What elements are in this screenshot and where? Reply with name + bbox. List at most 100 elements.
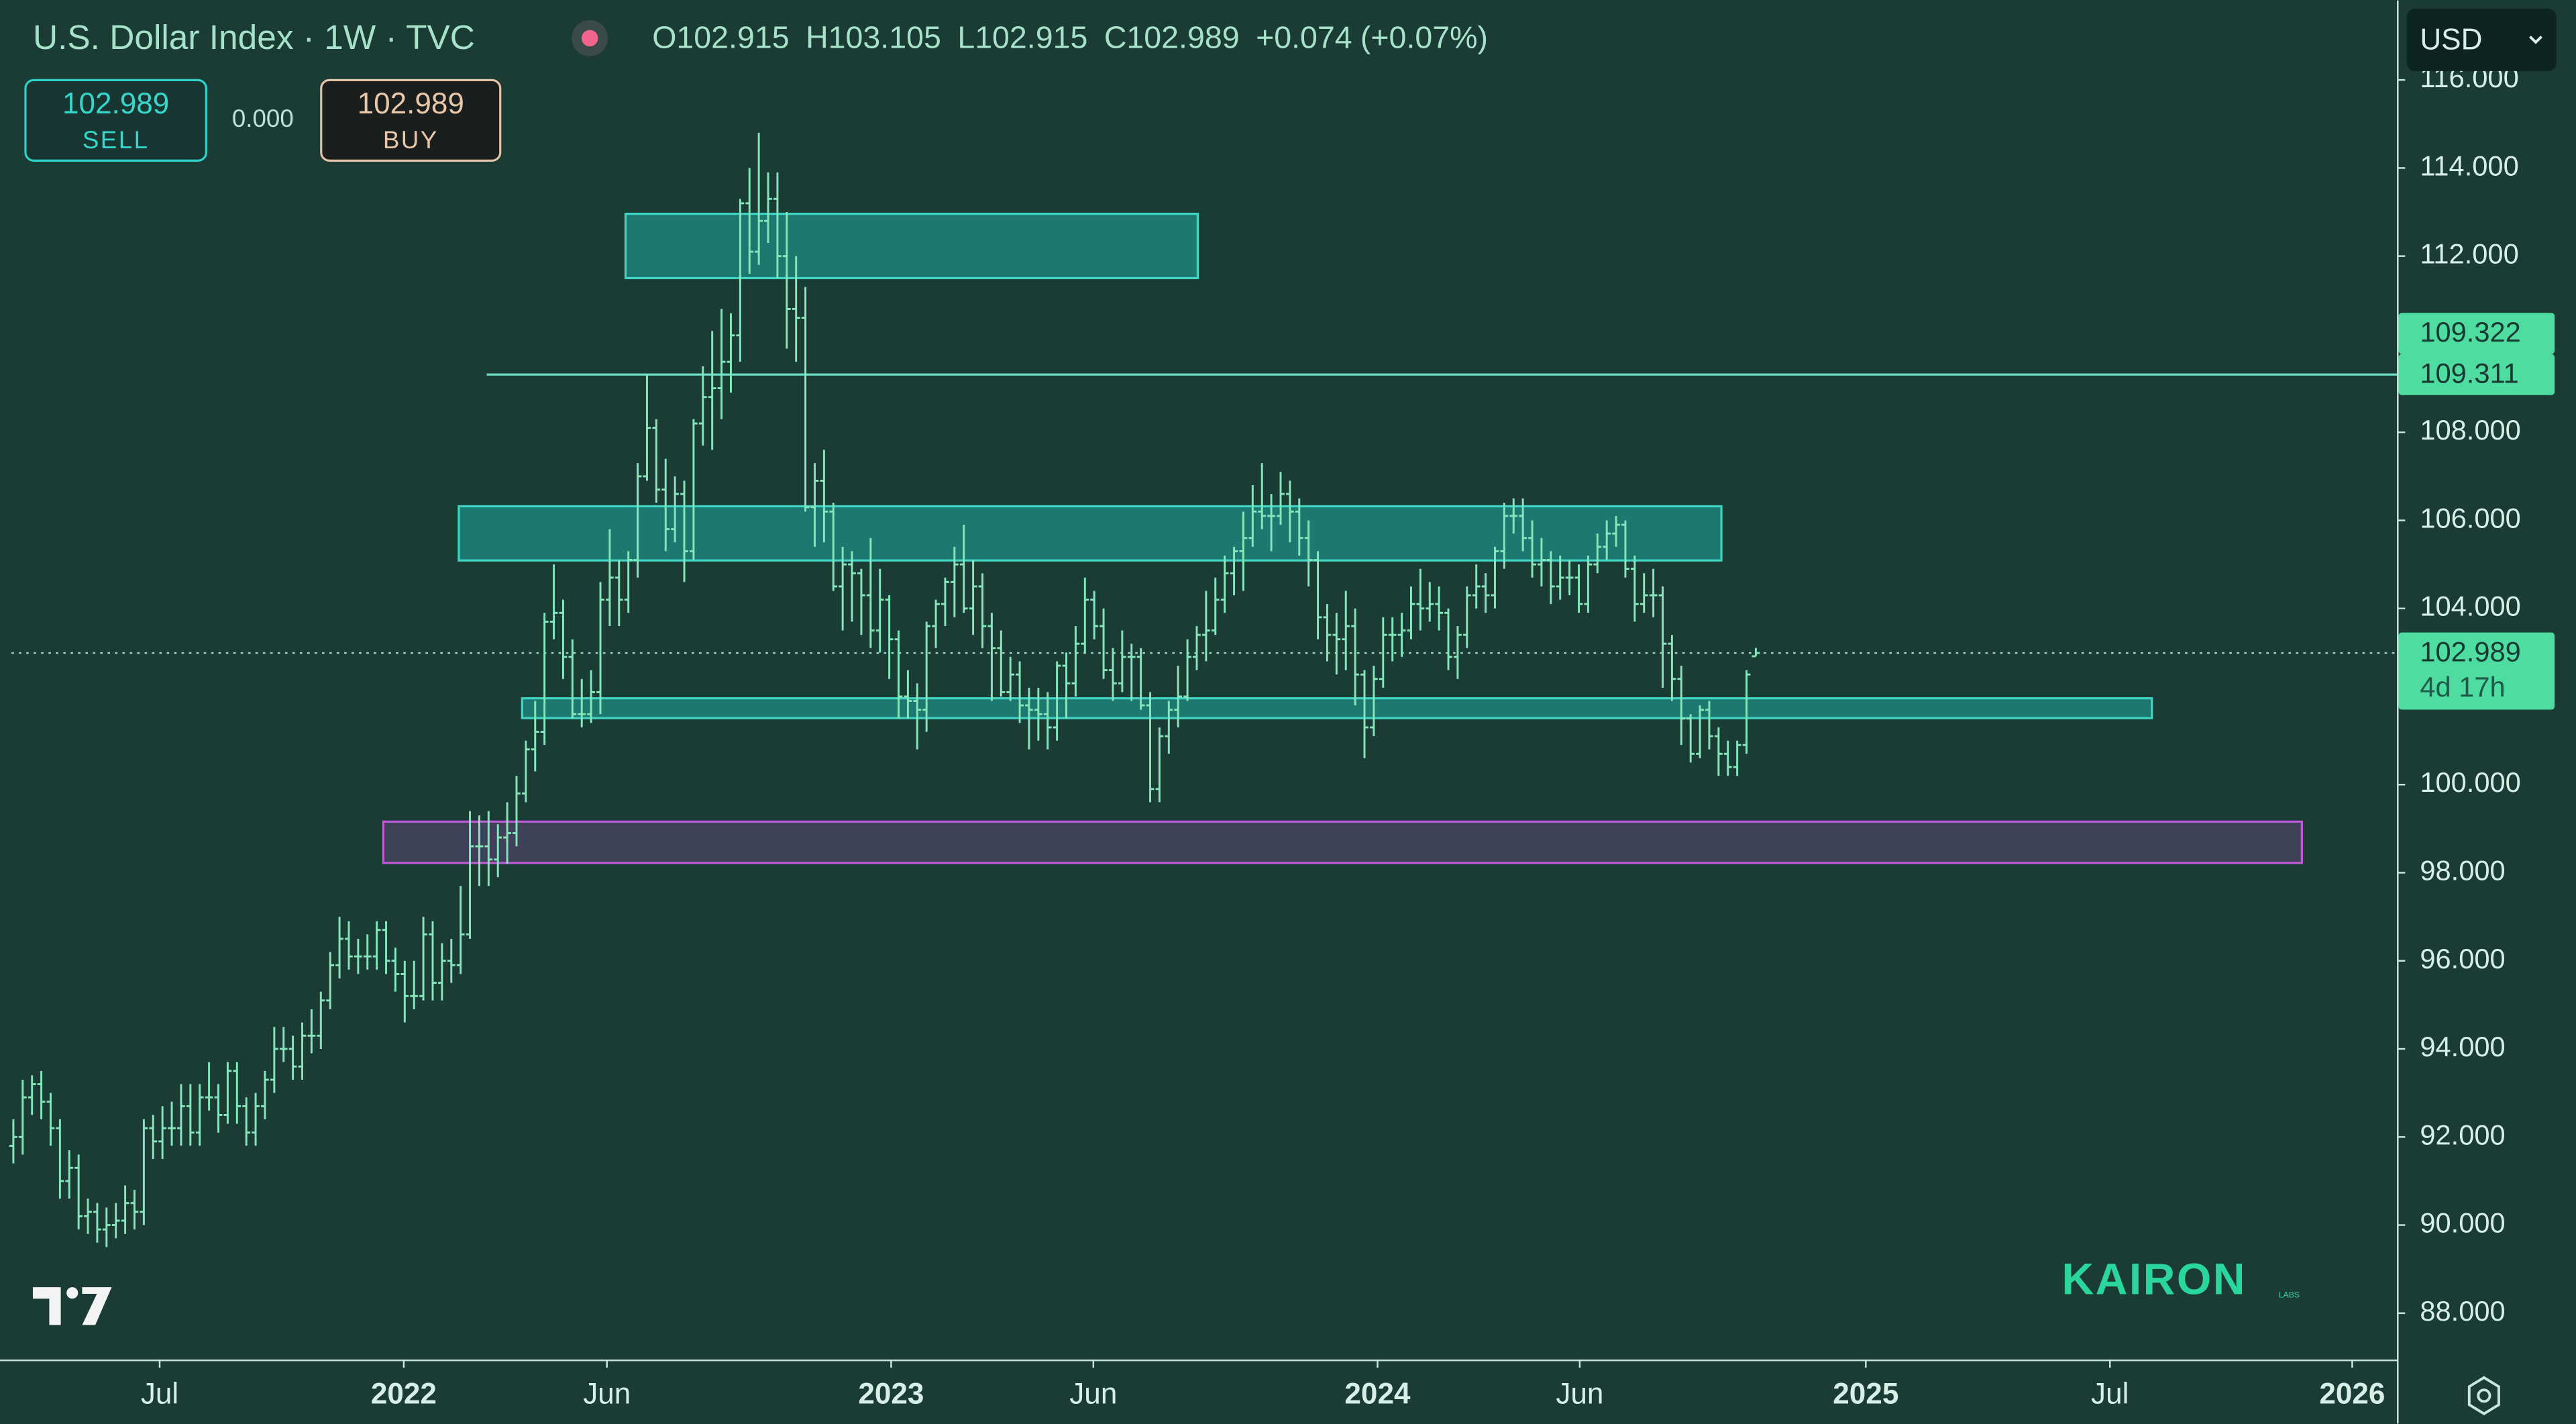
ohlc-bar (1118, 630, 1126, 693)
ohlc-bar (317, 991, 325, 1050)
ohlc-bar (1397, 613, 1406, 657)
ohlc-bar (1230, 546, 1238, 596)
legend-key: O (652, 20, 676, 55)
ohlc-bar (698, 366, 707, 446)
ohlc-bar (1258, 463, 1267, 529)
ohlc-bar (437, 943, 446, 1001)
ohlc-bar (801, 287, 810, 512)
ohlc-bar (1658, 586, 1667, 688)
ohlc-bar (214, 1084, 223, 1133)
ohlc-bar (447, 938, 455, 983)
ohlc-bar (932, 599, 940, 648)
price-badge-label: 109.311 (2420, 357, 2518, 389)
ohlc-bar (997, 630, 1006, 697)
settings-center (2477, 1388, 2491, 1403)
ohlc-bar (1621, 520, 1629, 578)
ohlc-bar (46, 1092, 55, 1146)
ohlc-bar (950, 546, 959, 617)
ohlc-bar (140, 1119, 148, 1225)
ohlc-bar (1081, 577, 1089, 653)
price-badge-label: 109.322 (2420, 316, 2520, 348)
ohlc-bar (121, 1185, 129, 1234)
countdown-label: 4d 17h (2420, 671, 2505, 703)
ohlc-bar (1649, 568, 1658, 617)
y-tick-label: 98.000 (2420, 855, 2505, 886)
ohlc-bar (1202, 591, 1210, 662)
ohlc-bar (1714, 727, 1723, 776)
ohlc-bar (37, 1070, 46, 1120)
ohlc-bar (1136, 648, 1145, 710)
legend-key: H (806, 20, 828, 55)
overlay: U.S. Dollar Index · 1W · TVC O102.915 H10… (24, 8, 2557, 1416)
currency-select[interactable] (2406, 8, 2557, 71)
ohlc-bar (1723, 740, 1732, 776)
ohlc-bar (531, 701, 539, 772)
ohlc-bar (149, 1115, 158, 1160)
ohlc-bar (922, 621, 931, 732)
ohlc-bar (1053, 661, 1061, 741)
ohlc-bar (1584, 555, 1593, 613)
chevron-icon (2529, 36, 2542, 44)
ohlc-bar (186, 1084, 195, 1146)
ohlc-bar (1277, 472, 1285, 525)
ohlc-bar (866, 538, 875, 648)
ohlc-bar (1538, 538, 1546, 587)
ohlc-bar (1211, 577, 1220, 635)
ohlc-bar (587, 670, 595, 723)
buy-button[interactable] (320, 79, 502, 162)
watermark-sub: LABS (2279, 1290, 2300, 1300)
ohlc-bar (429, 921, 437, 1001)
y-tick-label: 114.000 (2420, 150, 2518, 181)
ohlc-bar (456, 886, 465, 974)
ohlc-bar (1220, 555, 1229, 613)
ohlc-bar (1574, 564, 1583, 613)
logo-part (82, 1287, 112, 1325)
ohlc-bar (363, 934, 372, 970)
ohlc-bar (466, 811, 474, 939)
price-badge (2398, 313, 2555, 354)
ohlc-bar (307, 1009, 316, 1054)
settings-icon[interactable] (2467, 1376, 2500, 1416)
ohlc-bar (624, 551, 633, 613)
legend-key: C (1104, 20, 1127, 55)
ohlc-bar (1370, 666, 1378, 737)
legend-value: 102.915 (676, 20, 789, 55)
ohlc-bar (242, 1097, 251, 1146)
ohlc-bar (568, 639, 577, 719)
ohlc-bar (475, 815, 484, 886)
buy-price: 102.989 (358, 87, 464, 120)
sell-label: SELL (83, 126, 150, 154)
sell-button[interactable] (24, 79, 207, 162)
ohlc-bar (1071, 625, 1080, 697)
ohlc-bar (28, 1075, 36, 1115)
ohlc-bar (1267, 494, 1275, 552)
ohlc-bar (1099, 608, 1108, 679)
ohlc-bar (1109, 648, 1117, 701)
ohlc-bar (596, 582, 604, 715)
ohlc-bar (540, 613, 549, 746)
logo-part (32, 1287, 61, 1325)
ohlc-bar (941, 577, 949, 626)
ohlc-bar (1286, 480, 1294, 543)
ohlc-bar (252, 1092, 260, 1146)
price-badge (2398, 632, 2555, 710)
ohlc-bar (1043, 692, 1052, 750)
ohlc-bar (1612, 515, 1620, 547)
ohlc-bar (1491, 546, 1499, 609)
ohlc-bar (1481, 573, 1490, 613)
ohlc-bar (1519, 498, 1527, 552)
legend-key: L (957, 20, 975, 55)
y-tick-label: 96.000 (2420, 943, 2505, 974)
ohlc-bar (1742, 670, 1751, 754)
ohlc-bar (1239, 511, 1248, 591)
ohlc-bar (177, 1084, 185, 1146)
ohlc-bar (1407, 586, 1415, 640)
ohlc-bar (1416, 568, 1425, 631)
ohlc-bar (494, 824, 502, 878)
ohlc-bar (1546, 551, 1555, 605)
y-tick-label: 90.000 (2420, 1207, 2505, 1239)
ohlc-bar (288, 1035, 297, 1080)
ohlc-bar (1509, 498, 1518, 534)
ohlc-bar (559, 599, 568, 679)
ohlc-bar (419, 917, 427, 1001)
